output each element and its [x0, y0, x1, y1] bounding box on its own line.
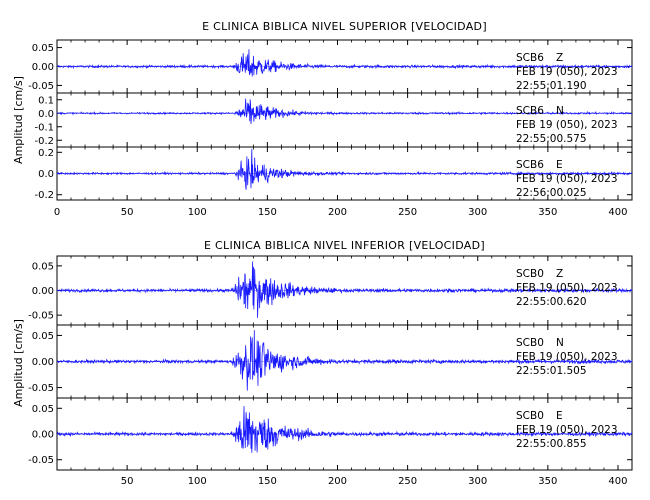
y-tick-label: 0.00	[32, 62, 54, 73]
y-tick-label: 0.00	[32, 430, 54, 441]
x-tick-label: 250	[398, 207, 417, 218]
record-time: 22:55:00.855	[516, 438, 587, 450]
station-code: SCB0	[516, 410, 544, 422]
x-tick-label: 50	[121, 207, 134, 218]
station-code: SCB0	[516, 268, 544, 280]
y-tick-label: 0.05	[32, 331, 54, 342]
record-time: 22:55:01.190	[516, 80, 587, 92]
x-tick-label: 350	[538, 476, 557, 487]
panel-scb0-z: 0.05 0.00 -0.05 SCB0 Z FEB 19 (050), 2023 22:5…	[28, 255, 633, 326]
panel-scb6-z: 0.05 0.00 -0.05 SCB6 Z FEB 19 (050), 2023 22:5…	[28, 39, 633, 94]
record-time: 22:55:00.575	[516, 133, 587, 145]
y-tick-label: -0.05	[28, 81, 54, 92]
y-tick-label: 0.2	[38, 148, 54, 159]
station-code: SCB6	[516, 52, 544, 64]
y-tick-label: -0.05	[28, 455, 54, 466]
panel-scb6-n: 0.1 0.0 -0.1 -0.2 SCB6 N FEB 19 (050), 2023 22:…	[34, 92, 633, 148]
component-code: N	[556, 337, 564, 349]
chart-group-2: E CLINICA BIBLICA NIVEL INFERIOR [VELOCI…	[12, 239, 633, 487]
component-code: N	[556, 105, 564, 117]
station-code: SCB6	[516, 159, 544, 171]
x-tick-label: 150	[258, 476, 277, 487]
station-code: SCB0	[516, 337, 544, 349]
chart-group-1: E CLINICA BIBLICA NIVEL SUPERIOR [VELOCI…	[12, 20, 633, 218]
component-code: Z	[556, 52, 563, 64]
x-tick-label: 300	[468, 207, 487, 218]
record-time: 22:55:01.505	[516, 365, 587, 377]
x-tick-label: 200	[328, 207, 347, 218]
y-tick-label: -0.2	[34, 136, 54, 147]
chart-title: E CLINICA BIBLICA NIVEL SUPERIOR [VELOCI…	[202, 20, 487, 33]
x-tick-label: 100	[188, 207, 207, 218]
x-tick-label: 200	[328, 476, 347, 487]
component-code: E	[556, 159, 563, 171]
component-code: E	[556, 410, 563, 422]
record-date: FEB 19 (050), 2023	[516, 173, 618, 185]
chart-title: E CLINICA BIBLICA NIVEL INFERIOR [VELOCI…	[204, 239, 485, 252]
y-tick-label: -0.05	[28, 383, 54, 394]
panel-scb0-e: 0.05 0.00 -0.05 SCB0 E FEB 19 (050), 2023 22:5…	[28, 397, 633, 471]
y-axis-label: Amplitud [cm/s]	[12, 319, 25, 407]
record-date: FEB 19 (050), 2023	[516, 66, 618, 78]
component-code: Z	[556, 268, 563, 280]
x-tick-label: 50	[121, 476, 134, 487]
panel-scb0-n: 0.05 0.00 -0.05 SCB0 N FEB 19 (050), 2023 22:5…	[28, 324, 633, 399]
x-tick-label: 350	[538, 207, 557, 218]
record-date: FEB 19 (050), 2023	[516, 119, 618, 131]
y-axis-label: Amplitud [cm/s]	[12, 76, 25, 164]
record-date: FEB 19 (050), 2023	[516, 351, 618, 363]
y-tick-label: -0.05	[28, 311, 54, 322]
record-date: FEB 19 (050), 2023	[516, 424, 618, 436]
y-tick-label: -0.1	[34, 122, 54, 133]
y-tick-label: 0.00	[32, 286, 54, 297]
y-tick-label: 0.0	[38, 109, 54, 120]
y-tick-label: -0.2	[34, 190, 54, 201]
x-tick-label: 0	[54, 207, 60, 218]
y-tick-label: 0.00	[32, 357, 54, 368]
record-date: FEB 19 (050), 2023	[516, 282, 618, 294]
x-tick-label: 400	[608, 476, 627, 487]
y-tick-label: 0.0	[38, 169, 54, 180]
x-tick-label: 150	[258, 207, 277, 218]
x-tick-label: 400	[608, 207, 627, 218]
y-tick-label: 0.05	[32, 43, 54, 54]
record-time: 22:56:00.025	[516, 187, 587, 199]
x-tick-label: 300	[468, 476, 487, 487]
y-tick-label: 0.1	[38, 95, 54, 106]
panel-scb6-e: 0.2 0.0 -0.2 SCB6 E FEB 19 (050), 2023 22:56:0…	[34, 146, 633, 201]
record-time: 22:55:00.620	[516, 296, 587, 308]
station-code: SCB6	[516, 105, 544, 117]
y-tick-label: 0.05	[32, 261, 54, 272]
x-tick-label: 100	[188, 476, 207, 487]
x-tick-label: 250	[398, 476, 417, 487]
y-tick-label: 0.05	[32, 404, 54, 415]
